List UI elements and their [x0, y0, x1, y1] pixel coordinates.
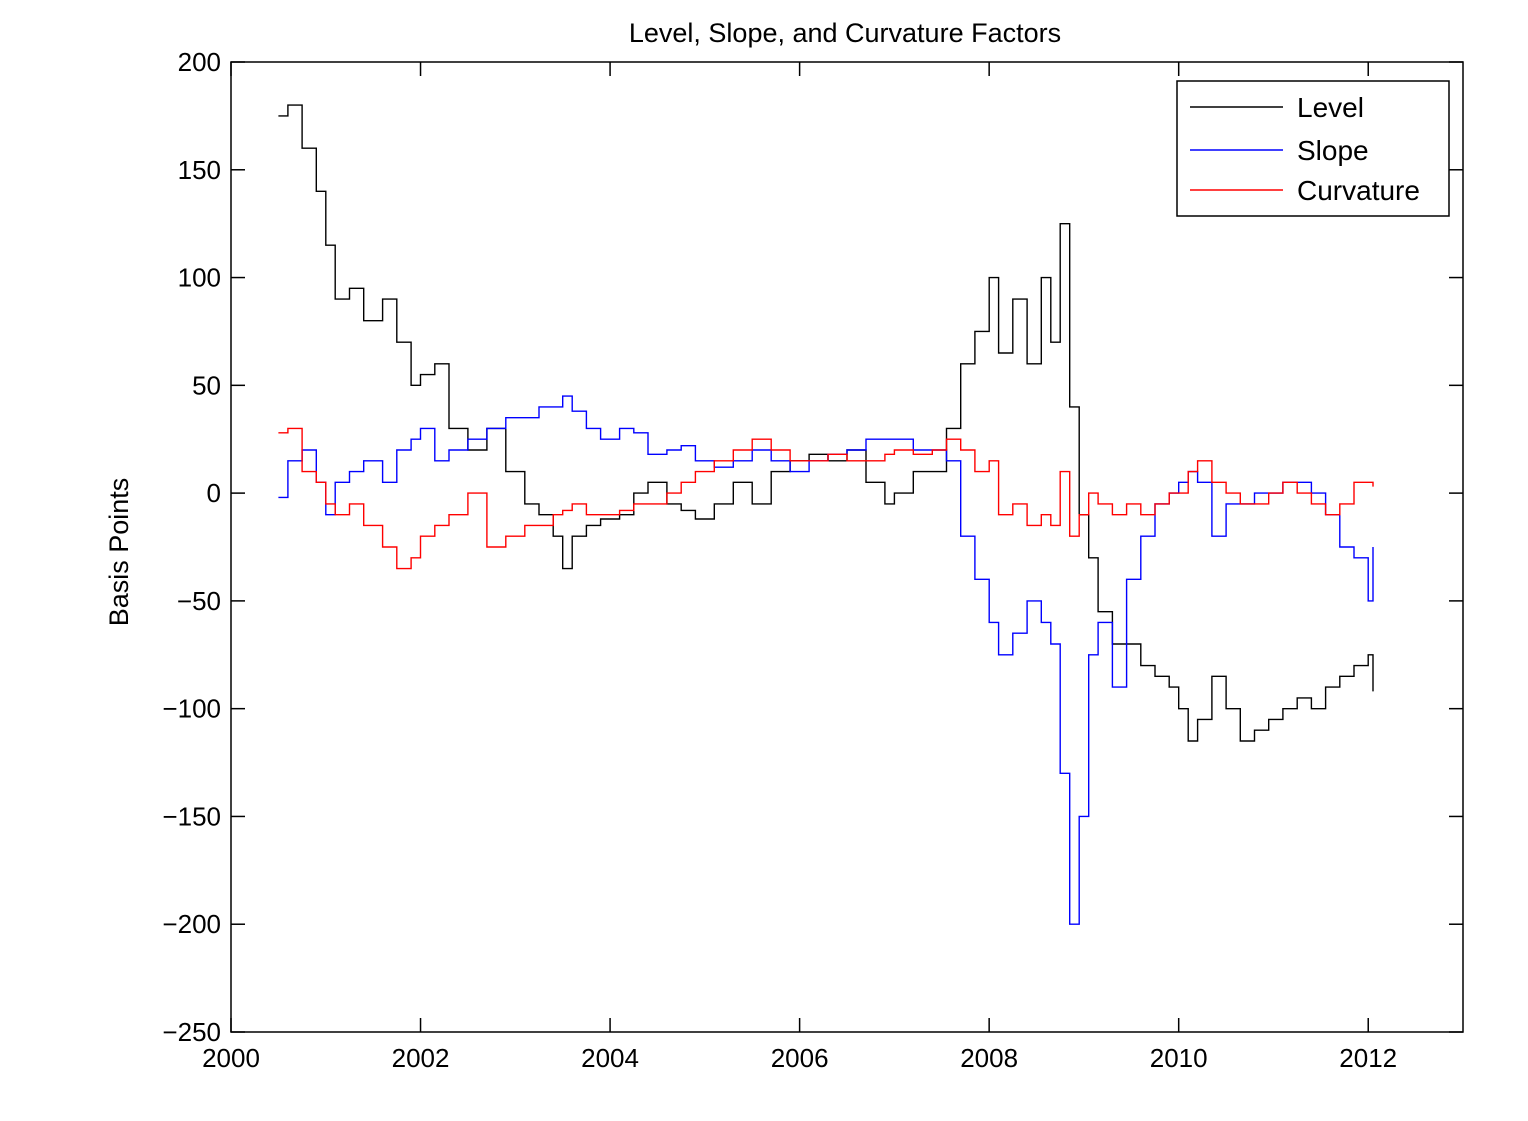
- y-tick-label: −150: [162, 801, 221, 831]
- y-tick-label: −250: [162, 1017, 221, 1047]
- y-tick-label: 50: [192, 370, 221, 400]
- y-tick-label: −100: [162, 694, 221, 724]
- legend-label-slope: Slope: [1297, 135, 1369, 166]
- y-tick-label: 100: [178, 263, 221, 293]
- y-tick-label: −200: [162, 909, 221, 939]
- y-axis-label: Basis Points: [104, 478, 134, 627]
- y-tick-label: 150: [178, 155, 221, 185]
- series-line-level: [278, 104, 1374, 742]
- x-tick-label: 2006: [771, 1043, 829, 1073]
- x-tick-label: 2012: [1339, 1043, 1397, 1073]
- legend-label-curvature: Curvature: [1297, 175, 1420, 206]
- axes-layer: 2000 2002 2004 2006 2008 2010 2012 200 150 100 50 0…: [162, 47, 1464, 1073]
- legend-label-level: Level: [1297, 92, 1364, 123]
- x-tick-label: 2000: [202, 1043, 260, 1073]
- x-tick-label: 2004: [581, 1043, 639, 1073]
- legend-box: [1176, 80, 1450, 217]
- x-tick-label: 2002: [392, 1043, 450, 1073]
- legend: Level Slope Curvature: [1176, 80, 1450, 217]
- y-tick-label: −50: [177, 586, 221, 616]
- chart-title: Level, Slope, and Curvature Factors: [629, 18, 1061, 48]
- y-tick-label: 200: [178, 47, 221, 77]
- series-line-slope: [278, 395, 1374, 925]
- y-tick-label: 0: [207, 478, 221, 508]
- plot-frame: [230, 61, 1464, 1033]
- series-layer: [278, 104, 1374, 925]
- series-line-curvature: [278, 427, 1374, 570]
- x-tick-label: 2008: [960, 1043, 1018, 1073]
- x-tick-label: 2010: [1150, 1043, 1208, 1073]
